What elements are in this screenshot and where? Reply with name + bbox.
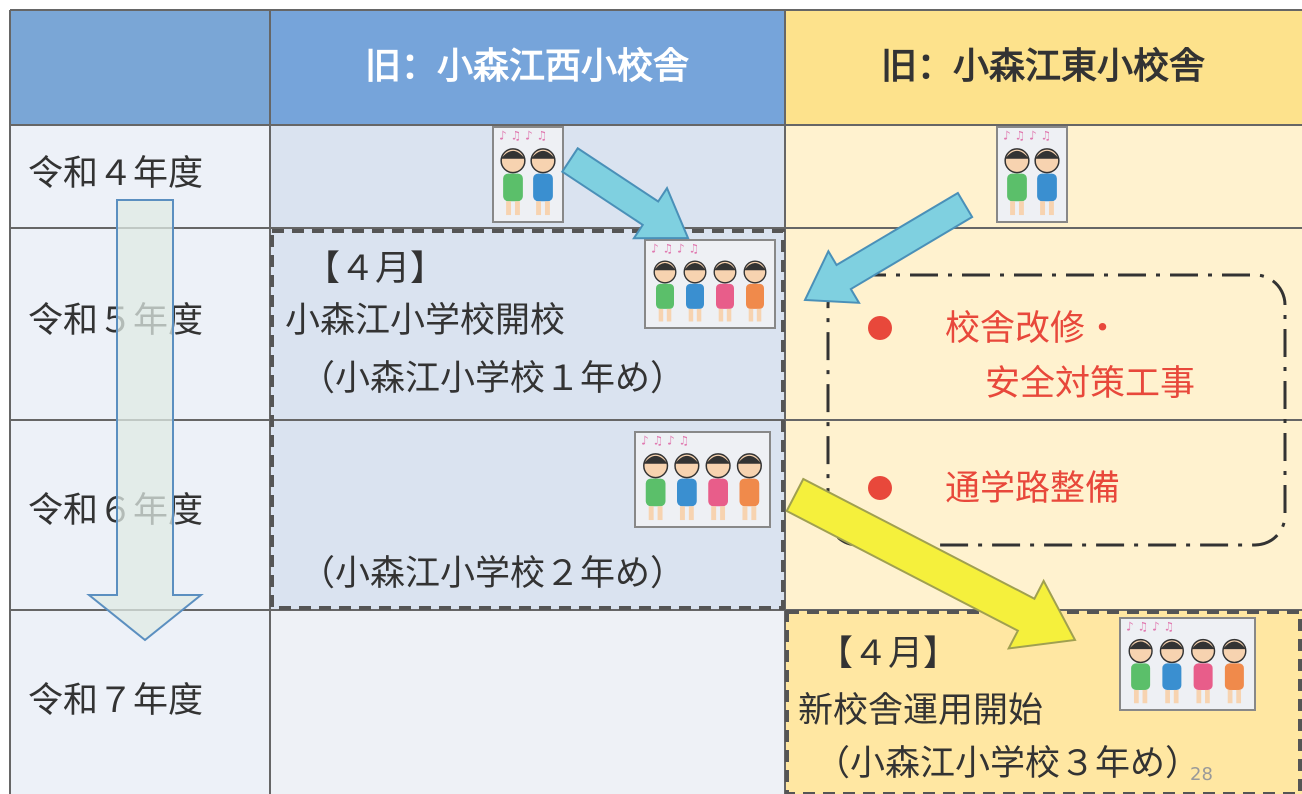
children-picture: ♪ ♫ ♪ ♫ [1119, 617, 1256, 711]
note: （小森江小学校２年め） [300, 554, 685, 594]
note: （小森江小学校３年め） [815, 744, 1200, 784]
children-picture: ♪ ♫ ♪ ♫ [492, 126, 564, 223]
arrow [86, 199, 204, 642]
picture-frame [996, 126, 1068, 223]
work-item: 通学路整備 [945, 469, 1120, 509]
work-item: 校舎改修・ [945, 309, 1120, 349]
arrow [803, 191, 974, 304]
header-cell [270, 10, 785, 125]
header-cell [785, 10, 1302, 125]
bullet [868, 476, 892, 500]
children-picture: ♪ ♫ ♪ ♫ [996, 126, 1068, 223]
children-picture: ♪ ♫ ♪ ♫ [644, 239, 776, 329]
note: （小森江小学校１年め） [300, 359, 685, 399]
row-label: 令和７年度 [28, 681, 203, 721]
west-cell [270, 610, 785, 794]
column-header: 旧：小森江東小校舎 [881, 46, 1205, 87]
music-notes: ♪ ♫ ♪ ♫ [1126, 620, 1174, 634]
music-notes: ♪ ♫ ♪ ♫ [1003, 129, 1051, 143]
arrow [785, 477, 1077, 650]
header-cell [10, 10, 270, 125]
picture-frame [492, 126, 564, 223]
school-box [785, 610, 1302, 794]
overlay: ♪ ♫ ♪ ♫ ♪ ♫ ♪ ♫ ♪ ♫ ♪ ♫ ♪ ♫ ♪ ♫ ♪ ♫ ♪ ♫ [86, 126, 1256, 711]
row-label: 令和４年度 [28, 154, 203, 194]
row-label: 令和５年度 [28, 301, 203, 341]
event: 新校舎運用開始 [798, 691, 1043, 731]
children-picture: ♪ ♫ ♪ ♫ [634, 431, 771, 528]
arrow [560, 146, 690, 240]
month: 【４月】 [305, 249, 445, 289]
row-label: 令和６年度 [28, 491, 203, 531]
work-item: 安全対策工事 [985, 364, 1195, 404]
music-notes: ♪ ♫ ♪ ♫ [651, 242, 699, 256]
school-box [270, 229, 785, 610]
music-notes: ♪ ♫ ♪ ♫ [641, 434, 689, 448]
music-notes: ♪ ♫ ♪ ♫ [499, 129, 547, 143]
page-number: 28 [1190, 764, 1213, 785]
event: 小森江小学校開校 [285, 301, 565, 341]
month: 【４月】 [818, 634, 958, 674]
column-header: 旧：小森江西小校舎 [365, 46, 689, 87]
works-box [826, 273, 1287, 547]
bullet [868, 316, 892, 340]
